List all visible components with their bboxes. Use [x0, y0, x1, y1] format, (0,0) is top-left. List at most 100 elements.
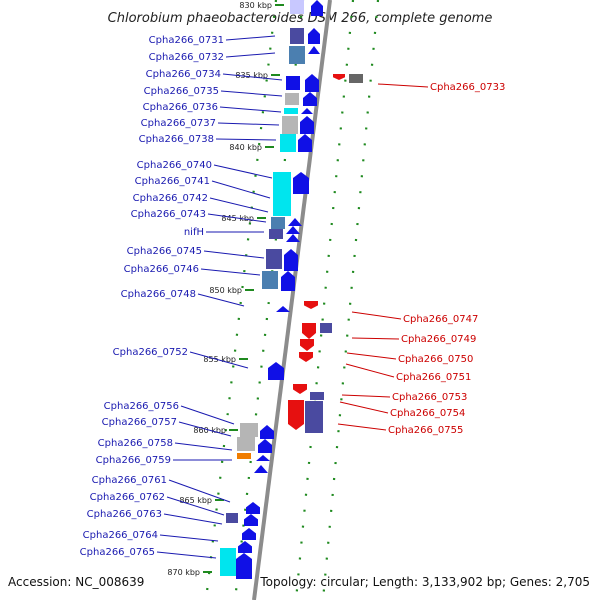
gene-label-leader [220, 90, 283, 97]
gene-label-cpha266-0758[interactable]: Cpha266_0758 [98, 438, 173, 449]
gene-label-cpha266-0756[interactable]: Cpha266_0756 [104, 401, 179, 412]
gene-label-cpha266-0747[interactable]: Cpha266_0747 [403, 314, 478, 325]
reverse-gene [333, 74, 345, 80]
forward-gene [308, 46, 320, 54]
gene-label-cpha266-0761[interactable]: Cpha266_0761 [92, 475, 167, 486]
gene-label-cpha266-0750[interactable]: Cpha266_0750 [398, 354, 473, 365]
reverse-gene [293, 384, 307, 394]
gene-label-cpha266-0753[interactable]: Cpha266_0753 [392, 392, 467, 403]
forward-gene [276, 306, 290, 312]
forward-gene [260, 425, 274, 439]
gene-label-leader [377, 83, 429, 88]
gene-label-cpha266-0735[interactable]: Cpha266_0735 [144, 86, 219, 97]
forward-gene [286, 226, 300, 234]
feature-block [290, 28, 304, 44]
reverse-gene [304, 301, 318, 309]
gene-label-cpha266-0748[interactable]: Cpha266_0748 [121, 289, 196, 300]
forward-gene [242, 528, 256, 540]
feature-block [237, 437, 255, 451]
gene-label-leader [341, 394, 391, 398]
forward-gene [288, 218, 302, 226]
gene-label-leader [209, 197, 269, 213]
forward-gene [293, 172, 309, 194]
kbp-label: 830 kbp [239, 1, 272, 10]
forward-gene [236, 553, 252, 579]
accession-text: Accession: NC_008639 [8, 575, 144, 589]
gene-label-cpha266-0754[interactable]: Cpha266_0754 [390, 408, 465, 419]
gene-label-leader [219, 106, 282, 113]
feature-block [310, 392, 324, 400]
ring-track-3 [294, 0, 355, 600]
gene-label-leader [174, 442, 233, 451]
forward-gene [305, 74, 319, 92]
feature-block [226, 513, 238, 523]
gene-label-cpha266-0745[interactable]: Cpha266_0745 [127, 246, 202, 257]
kbp-label: 840 kbp [229, 143, 262, 152]
gene-label-leader [217, 122, 280, 126]
reverse-gene [288, 400, 304, 430]
gene-label-cpha266-0741[interactable]: Cpha266_0741 [135, 176, 210, 187]
gene-label-leader [346, 352, 397, 360]
gene-label-leader [159, 534, 219, 542]
gene-label-cpha266-0749[interactable]: Cpha266_0749 [401, 334, 476, 345]
gene-label-cpha266-0746[interactable]: Cpha266_0746 [124, 264, 199, 275]
forward-gene [311, 0, 323, 16]
gene-label-cpha266-0737[interactable]: Cpha266_0737 [141, 118, 216, 129]
kbp-label: 870 kbp [167, 568, 200, 577]
feature-block [284, 108, 298, 114]
gene-label-cpha266-0762[interactable]: Cpha266_0762 [90, 492, 165, 503]
feature-block [282, 116, 298, 134]
forward-gene [303, 92, 317, 106]
ring-track-4 [321, 0, 380, 600]
forward-gene [258, 439, 272, 453]
forward-gene [284, 249, 298, 271]
gene-label-cpha266-0733[interactable]: Cpha266_0733 [430, 82, 505, 93]
forward-gene [308, 28, 320, 44]
gene-label-leader [213, 164, 273, 179]
map-title: Chlorobium phaeobacteroides DSM 266, com… [108, 11, 493, 26]
forward-gene [268, 362, 284, 380]
gene-label-leader [166, 496, 225, 516]
gene-label-leader [200, 268, 261, 276]
gene-label-leader [163, 513, 223, 525]
kbp-label: 855 kbp [203, 355, 236, 364]
gene-label-cpha266-0731[interactable]: Cpha266_0731 [149, 35, 224, 46]
gene-label-cpha266-0752[interactable]: Cpha266_0752 [113, 347, 188, 358]
gene-label-cpha266-0765[interactable]: Cpha266_0765 [80, 547, 155, 558]
gene-label-cpha266-0742[interactable]: Cpha266_0742 [133, 193, 208, 204]
left-gene-labels: Cpha266_0731 Cpha266_0732 Cpha266_0734 Cpha… [80, 35, 283, 559]
gene-label-cpha266-0734[interactable]: Cpha266_0734 [146, 69, 221, 80]
forward-gene [244, 514, 258, 526]
gene-label-nifh[interactable]: nifH [184, 227, 204, 238]
topology-summary: Topology: circular; Length: 3,133,902 bp… [259, 575, 590, 589]
kbp-label: 850 kbp [209, 286, 242, 295]
gene-label-leader [211, 180, 271, 199]
gene-label-leader [180, 405, 235, 425]
gene-label-cpha266-0740[interactable]: Cpha266_0740 [137, 160, 212, 171]
feature-top-block [290, 0, 304, 14]
forward-gene [298, 134, 312, 152]
gene-label-cpha266-0763[interactable]: Cpha266_0763 [87, 509, 162, 520]
gene-label-cpha266-0755[interactable]: Cpha266_0755 [388, 425, 463, 436]
gene-label-leader [197, 293, 245, 307]
gene-label-cpha266-0732[interactable]: Cpha266_0732 [149, 52, 224, 63]
feature-block [269, 229, 283, 239]
gene-label-leader [207, 213, 267, 223]
gene-label-cpha266-0751[interactable]: Cpha266_0751 [396, 372, 471, 383]
gene-label-leader [351, 337, 400, 340]
gene-label-cpha266-0738[interactable]: Cpha266_0738 [139, 134, 214, 145]
gene-label-leader [337, 423, 387, 431]
feature-block [280, 134, 296, 152]
forward-gene [238, 541, 252, 553]
feature-block [220, 548, 236, 576]
feature-block [285, 93, 299, 105]
kbp-label: 865 kbp [179, 496, 212, 505]
gene-label-cpha266-0757[interactable]: Cpha266_0757 [102, 417, 177, 428]
gene-label-cpha266-0764[interactable]: Cpha266_0764 [83, 530, 158, 541]
reverse-gene [302, 323, 316, 339]
gene-label-cpha266-0759[interactable]: Cpha266_0759 [96, 455, 171, 466]
gene-label-cpha266-0743[interactable]: Cpha266_0743 [131, 209, 206, 220]
gene-label-cpha266-0736[interactable]: Cpha266_0736 [143, 102, 218, 113]
feature-block [240, 423, 258, 437]
